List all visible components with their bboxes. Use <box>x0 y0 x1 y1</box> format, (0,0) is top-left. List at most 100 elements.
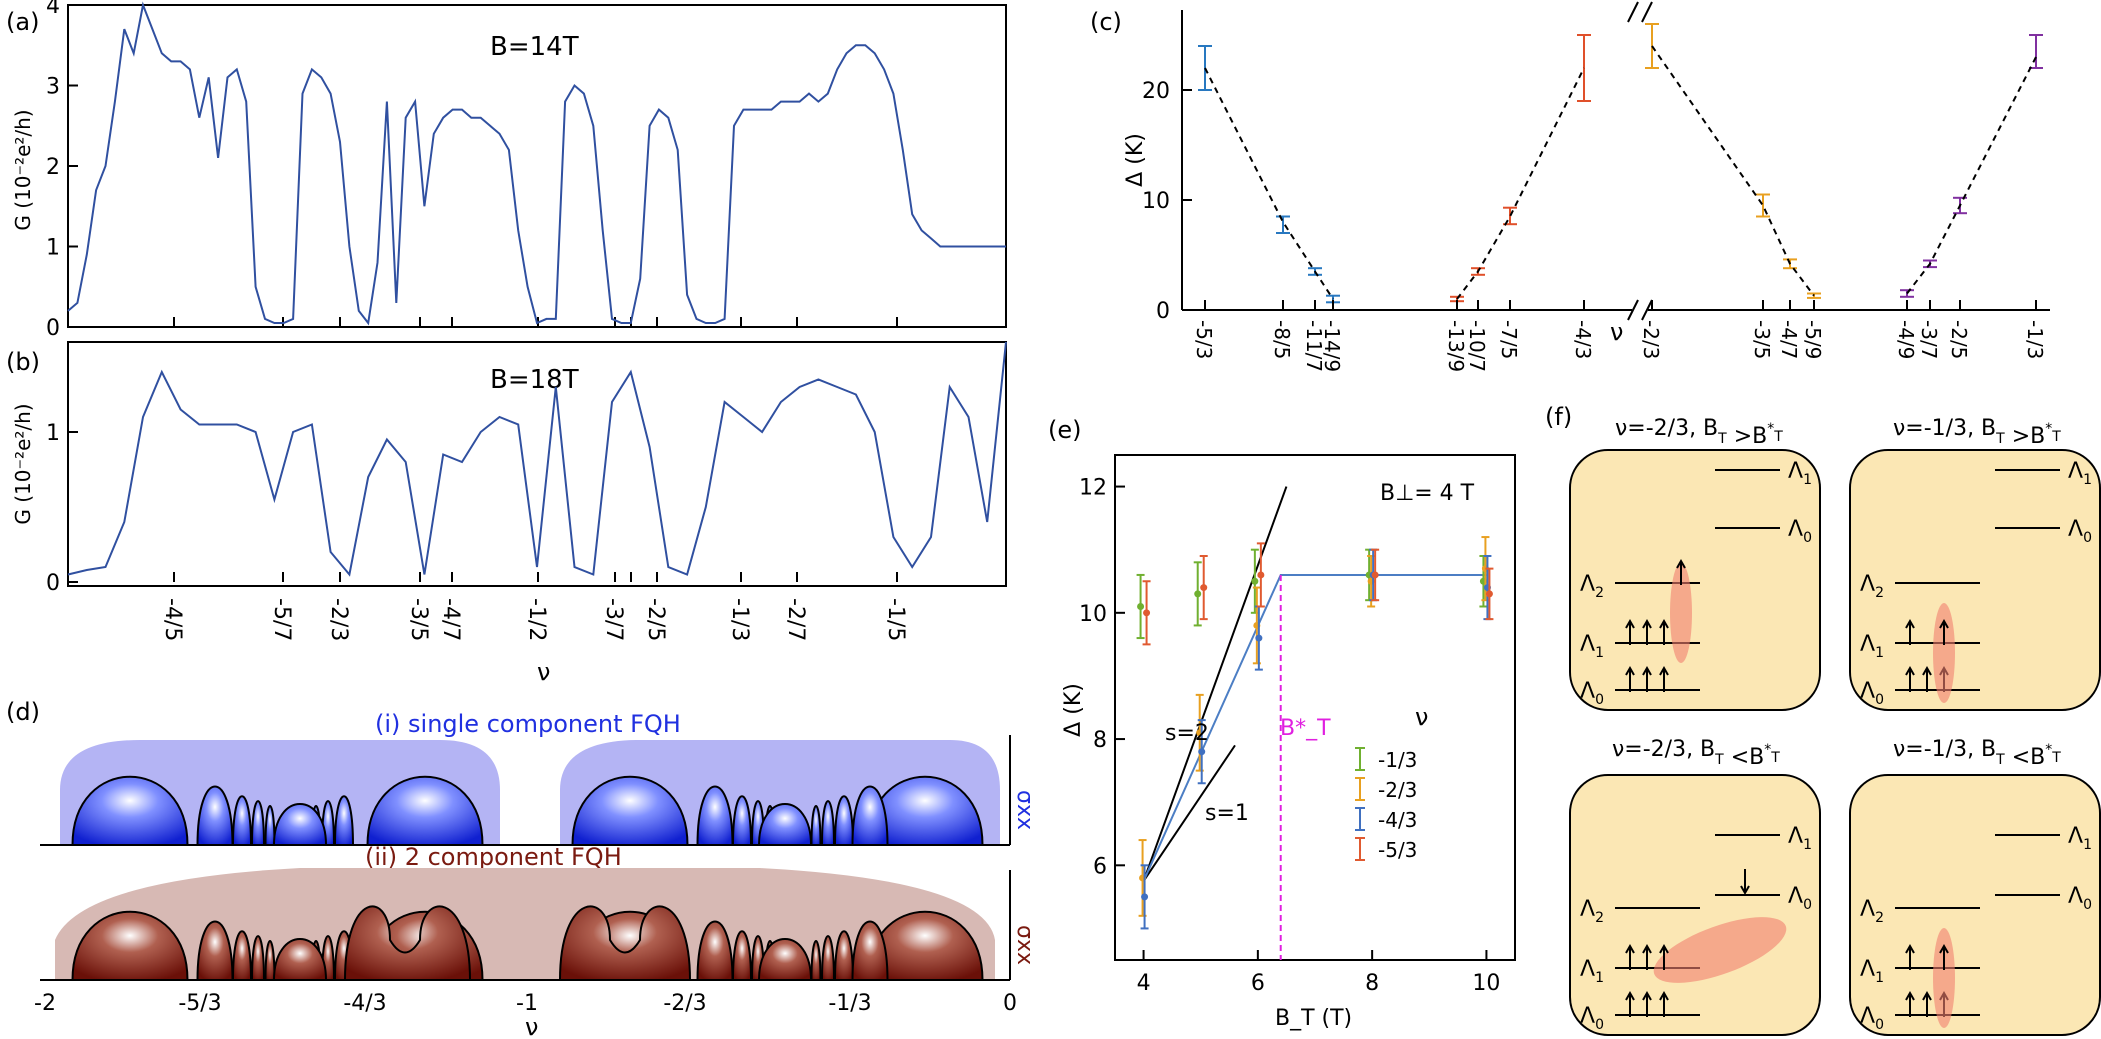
panel-e-title: B⊥= 4 T <box>1380 481 1475 506</box>
spin-arrow-head <box>1659 943 1669 954</box>
panel-f-label: (f) <box>1545 403 1572 431</box>
panel-e-lines <box>1142 486 1487 960</box>
spin-arrow-head <box>1625 618 1635 629</box>
data-point <box>1194 590 1202 598</box>
top-dome-medium <box>272 803 328 846</box>
panel-a-label: (a) <box>6 8 39 36</box>
panel-e-legend: -1/3 -2/3 -4/3 -5/3 <box>1355 747 1417 862</box>
xtick-label: -5/7 <box>269 598 294 641</box>
panel-a-annotation: B=14T <box>490 32 579 62</box>
panel-d-xlabel: ν <box>525 1013 538 1039</box>
data-point <box>1198 748 1206 756</box>
level-diagram-box <box>1849 449 2101 711</box>
top-dome-small <box>810 805 822 846</box>
top-dome-small <box>731 795 753 846</box>
xtick-label: -1/3 <box>828 991 871 1016</box>
excitation-cloud <box>1653 917 1787 983</box>
ytick-label: 10 <box>1142 189 1170 214</box>
panel-b-frame <box>67 341 1007 587</box>
xtick-label: -8/5 <box>1270 320 1294 359</box>
bottom-double-peak <box>343 905 472 981</box>
bottom-dome-small <box>810 940 822 981</box>
xtick-label: -10/7 <box>1465 320 1489 372</box>
data-point <box>1371 571 1379 579</box>
level-diagram-title: ν=-2/3, BT >B*T <box>1615 416 1783 449</box>
ytick-label: 20 <box>1142 79 1170 104</box>
trend-line <box>1906 56 2037 295</box>
spin-arrow-head <box>1642 618 1652 629</box>
panel-c-label: (c) <box>1090 8 1122 36</box>
top-dome-small <box>231 795 253 846</box>
trend-line <box>1456 67 1585 300</box>
panel-d-xticks: -2 -5/3 -4/3 -1 -2/3 -1/3 0 <box>34 991 1017 1016</box>
panel-d-bottom-label: (ii) 2 component FQH <box>365 843 622 871</box>
ytick-label: 6 <box>1093 854 1107 879</box>
trend-line <box>1204 67 1334 300</box>
fit-line-s1 <box>1142 744 1236 882</box>
panel-c-marks: -5/3 -8/5 -11/7-14/9 -13/9-10/7 -7/5 -4/3 -2/3… <box>1192 23 2047 372</box>
bottom-dome-medium <box>757 938 813 981</box>
ytick-label: 1 <box>46 421 60 446</box>
top-dome-small <box>333 795 355 846</box>
panel-a: (a) B=14T G (10⁻²e²/h) 0 1 2 3 4 <box>6 0 1007 341</box>
panel-d-top-label: (i) single component FQH <box>375 710 681 738</box>
ytick-label: 0 <box>46 571 60 596</box>
data-point <box>1251 577 1259 585</box>
spin-arrow-head <box>1625 990 1635 1001</box>
panel-e-ylabel: Δ (K) <box>1061 683 1086 737</box>
xtick-label: -1/5 <box>883 598 908 641</box>
xtick-label: -7/5 <box>1497 320 1521 359</box>
spin-arrow-head <box>1922 990 1932 1001</box>
top-dome-small <box>696 785 734 846</box>
spin-arrow-head <box>1659 990 1669 1001</box>
xtick-label: -4/7 <box>438 598 463 641</box>
spin-arrow-head <box>1740 885 1750 896</box>
bottom-dome-small <box>196 920 234 981</box>
xtick-label: -2/7 <box>783 598 808 641</box>
bottom-dome-medium <box>272 938 328 981</box>
excitation-cloud <box>1670 563 1692 663</box>
bottom-dome-large <box>71 910 189 981</box>
level-diagram-box <box>1569 449 1821 711</box>
spin-arrow-head <box>1905 665 1915 676</box>
spin-arrow-head <box>1905 990 1915 1001</box>
xtick-label: -13/9 <box>1444 320 1468 372</box>
xtick-label: -3/7 <box>601 598 626 641</box>
panel-b-ylabel: G (10⁻²e²/h) <box>11 403 35 524</box>
bottom-dome-small <box>820 935 836 981</box>
spin-arrow-head <box>1905 618 1915 629</box>
legend-label: -5/3 <box>1378 838 1417 862</box>
panel-d-bottom-domes <box>71 905 984 981</box>
panel-d: (d) (i) single component FQH (ii) 2 comp… <box>6 698 1037 1039</box>
bottom-dome-small <box>696 920 734 981</box>
panel-e-ticks: 4 6 8 10 6 8 10 12 <box>1079 476 1500 996</box>
data-point <box>1137 603 1145 610</box>
spin-arrow-head <box>1939 943 1949 954</box>
xtick-label: -3/5 <box>406 598 431 641</box>
xtick-label: -5/3 <box>178 991 221 1016</box>
legend-label: -2/3 <box>1378 778 1417 802</box>
panel-b-xticks: -4/5 -5/7 -2/3 -3/5 -4/7 -1/2 -3/7 -2/5 -1/3 -2/7… <box>160 572 908 641</box>
ytick-label: 0 <box>1156 299 1170 324</box>
panel-c-ylabel: Δ (K) <box>1123 133 1148 187</box>
level-diagram-box <box>1569 774 1821 1036</box>
top-dome-small <box>250 800 266 846</box>
panel-e-frame <box>1114 454 1516 961</box>
level-diagram-title: ν=-2/3, BT <B*T <box>1612 737 1780 770</box>
xtick-label: -3/7 <box>1917 320 1941 359</box>
xtick-label: -2/5 <box>1947 320 1971 359</box>
xtick-label: -4/7 <box>1777 320 1801 359</box>
panel-d-ylabel-top: σxx <box>1012 790 1037 830</box>
panel-a-yticks: 0 1 2 3 4 <box>46 0 78 341</box>
ytick-label: 4 <box>46 0 60 19</box>
xtick-label: -14/9 <box>1320 320 1344 372</box>
level-diagram-title: ν=-1/3, BT <B*T <box>1893 737 2061 770</box>
xtick-label: -1/2 <box>524 598 549 641</box>
panel-a-ylabel: G (10⁻²e²/h) <box>11 109 35 230</box>
xtick-label: -2/3 <box>1639 320 1663 359</box>
top-dome-large <box>571 775 689 846</box>
ytick-label: 1 <box>46 236 60 261</box>
data-point <box>1143 609 1151 617</box>
